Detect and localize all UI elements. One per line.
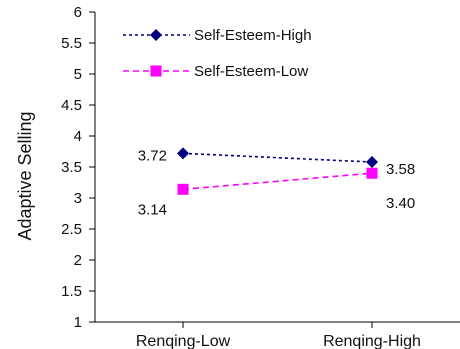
series-line	[182, 152, 373, 163]
y-tick-label: 2.5	[61, 221, 82, 238]
y-tick-label: 5	[74, 66, 82, 83]
x-category-label: Renqing-High	[323, 333, 421, 349]
data-point-diamond	[366, 156, 378, 169]
legend-item: Self-Esteem-Low	[123, 63, 308, 80]
legend: Self-Esteem-High Self-Esteem-Low	[123, 27, 312, 80]
y-tick-label: 5.5	[61, 35, 82, 52]
y-axis-label: Adaptive Selling	[15, 111, 35, 240]
legend-label: Self-Esteem-High	[194, 27, 312, 44]
data-point-square	[366, 167, 378, 179]
legend-marker-square	[150, 65, 162, 77]
y-tick-label: 3.5	[61, 159, 82, 176]
series-self-esteem-high	[177, 147, 378, 169]
legend-marker-diamond	[150, 29, 162, 41]
y-tick-label: 1	[74, 314, 82, 331]
series-group: 3.72 3.58 3.14 3.40	[138, 147, 415, 218]
y-tick-label: 4.5	[61, 97, 82, 114]
series-self-esteem-low	[177, 167, 378, 195]
y-tick-label: 4	[74, 128, 82, 145]
legend-item: Self-Esteem-High	[123, 27, 312, 44]
data-label: 3.40	[386, 195, 415, 212]
data-label: 3.14	[138, 201, 167, 218]
y-tick-label: 2	[74, 252, 82, 269]
series-line	[182, 172, 373, 191]
data-point-square	[177, 183, 189, 195]
legend-label: Self-Esteem-Low	[194, 63, 308, 80]
data-point-diamond	[177, 147, 189, 160]
data-label: 3.58	[386, 161, 415, 178]
y-tick-label: 6	[74, 4, 82, 21]
y-tick-label: 3	[74, 190, 82, 207]
y-tick-label: 1.5	[61, 283, 82, 300]
x-axis-categories: Renqing-Low Renqing-High	[136, 322, 421, 349]
y-axis-ticks: 1 1.5 2 2.5 3 3.5 4 4.5 5 5.5 6	[61, 4, 95, 331]
data-label: 3.72	[138, 147, 167, 164]
x-category-label: Renqing-Low	[136, 333, 231, 349]
